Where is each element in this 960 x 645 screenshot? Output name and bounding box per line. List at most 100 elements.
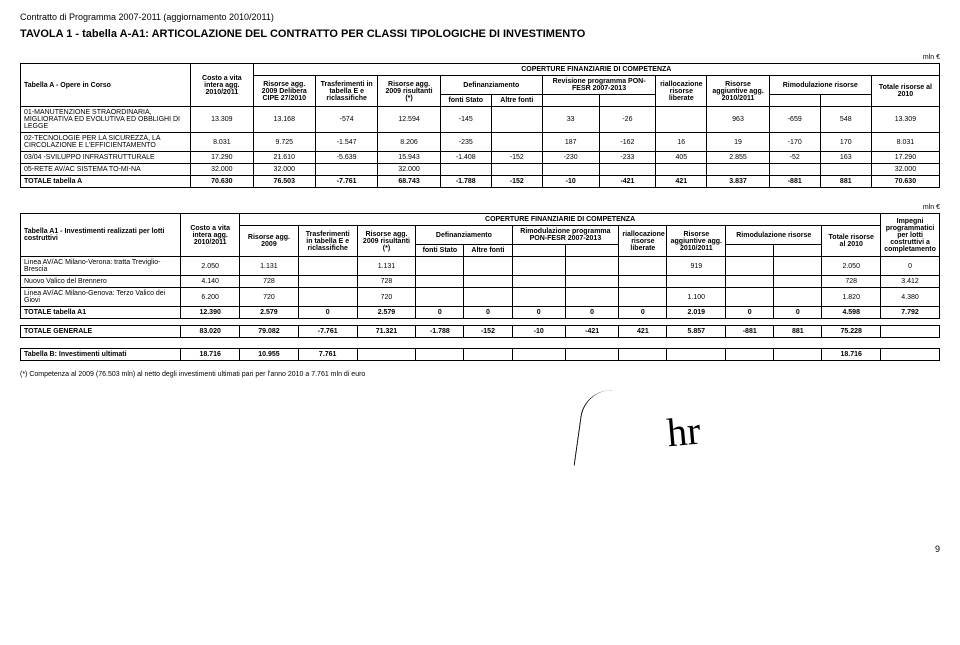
unit-label-a: mln € bbox=[20, 54, 940, 61]
cell: 7.792 bbox=[881, 307, 940, 319]
cell: 728 bbox=[240, 276, 299, 288]
table-a-caption: Tabella A - Opere in Corso bbox=[21, 64, 191, 107]
row-label: 05-RETE AV/AC SISTEMA TO-MI-NA bbox=[21, 164, 191, 176]
col-subheader: fonti Stato bbox=[416, 245, 464, 257]
cell: 10.955 bbox=[240, 349, 299, 361]
col-header: Risorse agg. 2009 bbox=[240, 226, 299, 257]
row-label: Linea AV/AC Milano-Verona: tratta Trevig… bbox=[21, 257, 181, 276]
cell: -1.408 bbox=[440, 152, 491, 164]
cell: 70.630 bbox=[871, 176, 939, 188]
cell: -574 bbox=[315, 107, 377, 133]
col-header: Trasferimenti in tabella E e riclassific… bbox=[298, 226, 357, 257]
cell: -10 bbox=[512, 326, 565, 338]
cell: 8.031 bbox=[871, 133, 939, 152]
cell: 163 bbox=[820, 152, 871, 164]
cell: -7.761 bbox=[315, 176, 377, 188]
col-header: Impegni programmatici per lotti costrutt… bbox=[881, 214, 940, 257]
col-subheader bbox=[512, 245, 565, 257]
cell: 9.725 bbox=[253, 133, 315, 152]
cell: -881 bbox=[726, 326, 774, 338]
cell bbox=[491, 107, 542, 133]
cell: 881 bbox=[774, 326, 822, 338]
cell bbox=[512, 349, 565, 361]
cell bbox=[667, 276, 726, 288]
col-header: Rimodulazione programma PON-FESR 2007-20… bbox=[512, 226, 619, 245]
cell: 17.290 bbox=[191, 152, 253, 164]
col-header: riallocazione risorse liberate bbox=[619, 226, 667, 257]
cell: 881 bbox=[820, 176, 871, 188]
col-header: Risorse aggiuntive agg. 2010/2011 bbox=[667, 226, 726, 257]
cell: -162 bbox=[599, 133, 656, 152]
cell: 0 bbox=[298, 307, 357, 319]
col-subheader: Altre fonti bbox=[491, 95, 542, 107]
col-subheader bbox=[565, 245, 618, 257]
cell bbox=[774, 349, 822, 361]
table-a: Tabella A - Opere in Corso Costo a vita … bbox=[20, 63, 940, 188]
cell: 0 bbox=[726, 307, 774, 319]
cell bbox=[619, 349, 667, 361]
cell: 919 bbox=[667, 257, 726, 276]
row-label: TOTALE tabella A bbox=[21, 176, 191, 188]
cell: 963 bbox=[707, 107, 769, 133]
col-header: Trasferimenti in tabella E e riclassific… bbox=[315, 76, 377, 107]
cell: 68.743 bbox=[378, 176, 440, 188]
cell bbox=[542, 164, 599, 176]
cell: 0 bbox=[464, 307, 512, 319]
cell: 4.598 bbox=[822, 307, 881, 319]
cell bbox=[726, 257, 774, 276]
cell: 2.019 bbox=[667, 307, 726, 319]
cell: -170 bbox=[769, 133, 820, 152]
cell: -7.761 bbox=[298, 326, 357, 338]
cell: 76.503 bbox=[253, 176, 315, 188]
cell: -233 bbox=[599, 152, 656, 164]
row-label: Nuovo Valico del Brennero bbox=[21, 276, 181, 288]
cell: 18.716 bbox=[822, 349, 881, 361]
cell: -145 bbox=[440, 107, 491, 133]
cell: 0 bbox=[619, 307, 667, 319]
cell: 19 bbox=[707, 133, 769, 152]
cell: 405 bbox=[656, 152, 707, 164]
cell bbox=[298, 288, 357, 307]
cell bbox=[726, 288, 774, 307]
cell: -235 bbox=[440, 133, 491, 152]
cell: 3.837 bbox=[707, 176, 769, 188]
cell: 421 bbox=[619, 326, 667, 338]
cell bbox=[416, 257, 464, 276]
cell bbox=[357, 349, 416, 361]
cell: 32.000 bbox=[378, 164, 440, 176]
cell bbox=[440, 164, 491, 176]
cell bbox=[416, 288, 464, 307]
row-label: TOTALE tabella A1 bbox=[21, 307, 181, 319]
group-header-a1: COPERTURE FINANZIARIE DI COMPETENZA bbox=[240, 214, 881, 226]
cell bbox=[298, 257, 357, 276]
cell: 33 bbox=[542, 107, 599, 133]
cell: 32.000 bbox=[871, 164, 939, 176]
row-label: 01-MANUTENZIONE STRAORDINARIA, MIGLIORAT… bbox=[21, 107, 191, 133]
page-number: 9 bbox=[20, 544, 940, 554]
cell: 17.290 bbox=[871, 152, 939, 164]
row-label: 03/04 -SVILUPPO INFRASTRUTTURALE bbox=[21, 152, 191, 164]
col-header: Risorse aggiuntive agg. 2010/2011 bbox=[707, 76, 769, 107]
cell: -26 bbox=[599, 107, 656, 133]
cell: 32.000 bbox=[191, 164, 253, 176]
cell bbox=[881, 326, 940, 338]
col-header: Revisione programma PON-FESR 2007-2013 bbox=[542, 76, 655, 95]
col-header: Risorse agg. 2009 Delibera CIPE 27/2010 bbox=[253, 76, 315, 107]
cell: 1.131 bbox=[240, 257, 299, 276]
footnote: (*) Competenza al 2009 (76.503 mln) al n… bbox=[20, 371, 940, 378]
cell bbox=[656, 107, 707, 133]
cell: 12.390 bbox=[181, 307, 240, 319]
cell: 13.309 bbox=[871, 107, 939, 133]
cell: 83.020 bbox=[181, 326, 240, 338]
cell: -1.788 bbox=[416, 326, 464, 338]
cell: -52 bbox=[769, 152, 820, 164]
table-a1: Tabella A1 - Investimenti realizzati per… bbox=[20, 213, 940, 319]
row-label: Tabella B: Investimenti ultimati bbox=[21, 349, 181, 361]
cell: 2.855 bbox=[707, 152, 769, 164]
cell: 2.050 bbox=[181, 257, 240, 276]
cell: -152 bbox=[491, 152, 542, 164]
cell bbox=[464, 257, 512, 276]
cell bbox=[619, 288, 667, 307]
cell: 4.380 bbox=[881, 288, 940, 307]
cell bbox=[619, 276, 667, 288]
